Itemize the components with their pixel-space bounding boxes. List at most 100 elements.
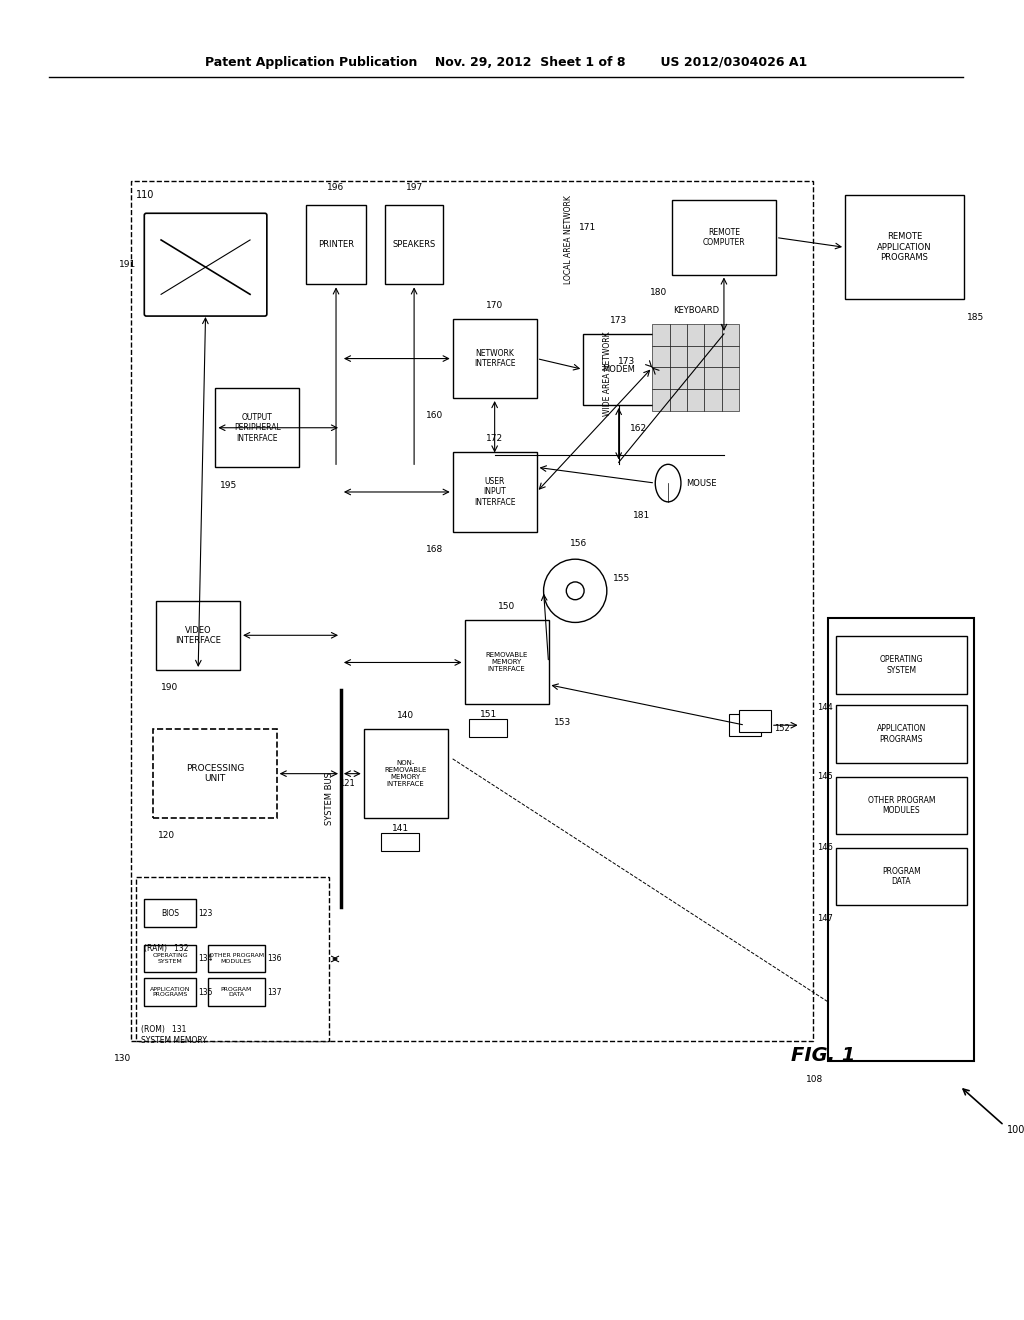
Text: 173: 173 [610, 315, 628, 325]
Text: 156: 156 [570, 539, 588, 548]
Bar [670, 389, 687, 411]
Text: PROGRAM
DATA: PROGRAM DATA [882, 867, 921, 886]
Bar [382, 833, 419, 851]
Bar [465, 620, 549, 705]
Text: 110: 110 [136, 190, 155, 201]
Bar [739, 710, 771, 733]
Bar [705, 389, 722, 411]
Text: 140: 140 [397, 711, 415, 719]
Text: 172: 172 [486, 434, 503, 444]
Bar [306, 206, 366, 284]
Text: VIDEO
INTERFACE: VIDEO INTERFACE [175, 626, 221, 645]
Bar [670, 323, 687, 346]
Text: 197: 197 [406, 183, 423, 193]
Text: 180: 180 [650, 288, 667, 297]
Text: REMOTE
COMPUTER: REMOTE COMPUTER [702, 228, 745, 247]
Bar [687, 346, 705, 367]
Bar [687, 389, 705, 411]
Text: BIOS: BIOS [161, 908, 179, 917]
Bar [705, 323, 722, 346]
Text: NON-
REMOVABLE
MEMORY
INTERFACE: NON- REMOVABLE MEMORY INTERFACE [385, 760, 427, 787]
Bar [208, 978, 265, 1006]
Bar [729, 714, 761, 737]
Text: 160: 160 [426, 412, 442, 420]
Bar [837, 776, 967, 834]
Bar [144, 978, 196, 1006]
Bar [131, 181, 813, 1040]
Bar [469, 719, 507, 737]
Text: 171: 171 [580, 223, 596, 231]
Bar [722, 389, 739, 411]
Text: NETWORK
INTERFACE: NETWORK INTERFACE [474, 348, 515, 368]
Bar [364, 729, 447, 818]
Bar [583, 334, 654, 405]
Bar [687, 367, 705, 389]
Text: 135: 135 [199, 987, 213, 997]
Bar [837, 636, 967, 693]
Text: 185: 185 [967, 313, 984, 322]
Bar [652, 346, 670, 367]
Text: Patent Application Publication    Nov. 29, 2012  Sheet 1 of 8        US 2012/030: Patent Application Publication Nov. 29, … [205, 55, 807, 69]
Text: 141: 141 [392, 824, 409, 833]
Bar [136, 878, 329, 1040]
Bar [154, 729, 276, 818]
Text: 123: 123 [199, 908, 213, 917]
Text: 155: 155 [612, 574, 630, 583]
Text: OUTPUT
PERIPHERAL
INTERFACE: OUTPUT PERIPHERAL INTERFACE [234, 413, 281, 442]
Bar [156, 601, 241, 669]
Bar [687, 323, 705, 346]
Text: SYSTEM BUS: SYSTEM BUS [325, 772, 334, 825]
Bar [837, 847, 967, 906]
Text: 152: 152 [774, 723, 790, 733]
Text: APPLICATION
PROGRAMS: APPLICATION PROGRAMS [877, 725, 926, 744]
Text: PRINTER: PRINTER [318, 240, 354, 249]
Bar [215, 388, 299, 467]
Bar [705, 367, 722, 389]
Bar [705, 346, 722, 367]
Ellipse shape [655, 465, 681, 502]
Text: 121: 121 [339, 779, 354, 788]
Text: 120: 120 [158, 832, 175, 841]
Text: OTHER PROGRAM
MODULES: OTHER PROGRAM MODULES [209, 953, 264, 964]
Text: 173: 173 [617, 356, 635, 366]
Text: 144: 144 [817, 704, 834, 711]
Bar [845, 195, 964, 300]
Text: 195: 195 [220, 480, 238, 490]
Bar [144, 899, 196, 927]
Bar [208, 945, 265, 973]
Text: 162: 162 [630, 424, 647, 433]
Text: MOUSE: MOUSE [686, 479, 717, 487]
Bar [453, 453, 537, 532]
Bar [828, 619, 975, 1061]
Text: PROGRAM
DATA: PROGRAM DATA [220, 986, 252, 998]
Text: MODEM: MODEM [602, 364, 635, 374]
Text: 153: 153 [553, 718, 570, 727]
Text: LOCAL AREA NETWORK: LOCAL AREA NETWORK [564, 195, 572, 284]
Text: 150: 150 [498, 602, 515, 611]
Text: 147: 147 [817, 915, 834, 924]
Bar [670, 367, 687, 389]
Text: (RAM)   132: (RAM) 132 [144, 944, 188, 953]
Text: OPERATING
SYSTEM: OPERATING SYSTEM [153, 953, 187, 964]
Text: 146: 146 [817, 843, 834, 853]
Text: 191: 191 [119, 260, 136, 269]
Text: 151: 151 [479, 710, 497, 719]
Bar [144, 945, 196, 973]
Text: USER
INPUT
INTERFACE: USER INPUT INTERFACE [474, 477, 515, 507]
Text: 196: 196 [328, 183, 345, 193]
Bar [722, 346, 739, 367]
Text: OPERATING
SYSTEM: OPERATING SYSTEM [880, 655, 923, 675]
FancyBboxPatch shape [144, 214, 267, 315]
Bar [385, 206, 442, 284]
Bar [837, 705, 967, 763]
Text: OTHER PROGRAM
MODULES: OTHER PROGRAM MODULES [867, 796, 935, 814]
Bar [652, 323, 670, 346]
Text: 181: 181 [633, 511, 650, 520]
Text: 130: 130 [115, 1053, 131, 1063]
Text: 134: 134 [199, 954, 213, 964]
Text: REMOTE
APPLICATION
PROGRAMS: REMOTE APPLICATION PROGRAMS [877, 232, 932, 263]
Bar [722, 323, 739, 346]
Text: APPLICATION
PROGRAMS: APPLICATION PROGRAMS [150, 986, 190, 998]
Text: 100: 100 [1007, 1126, 1024, 1135]
Bar [453, 319, 537, 399]
